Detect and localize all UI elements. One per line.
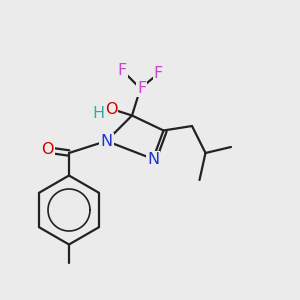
Text: F: F <box>154 66 163 81</box>
Text: F: F <box>137 81 146 96</box>
Text: F: F <box>118 63 127 78</box>
Text: N: N <box>147 152 159 166</box>
Text: O: O <box>41 142 54 158</box>
Text: N: N <box>100 134 112 148</box>
Text: H: H <box>92 106 104 122</box>
Text: O: O <box>105 102 117 117</box>
